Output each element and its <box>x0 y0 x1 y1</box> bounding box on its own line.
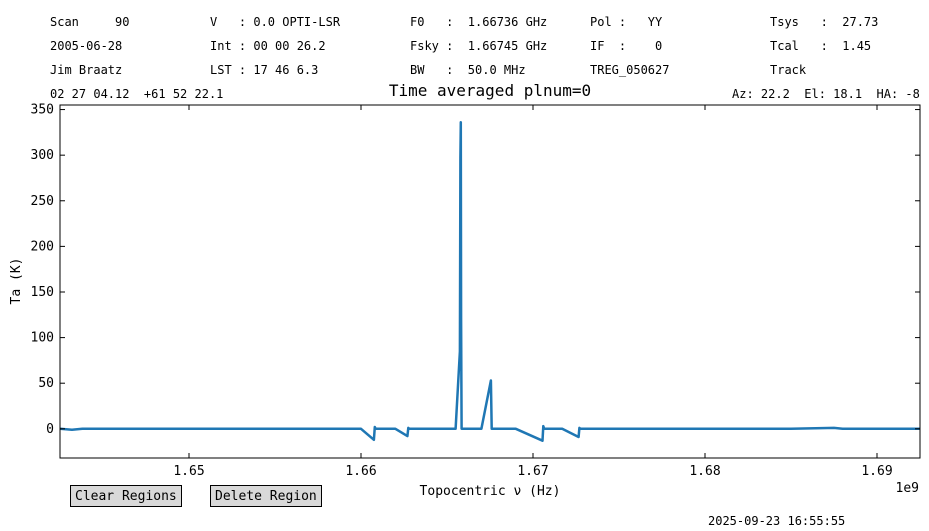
y-tick-label: 0 <box>46 422 54 437</box>
y-tick-label: 300 <box>31 148 54 163</box>
pol-label: Pol : YY <box>590 15 663 29</box>
if-label: IF : 0 <box>590 39 663 53</box>
tcal-label: Tcal : 1.45 <box>770 39 872 53</box>
mode-label: Track <box>770 63 807 77</box>
y-tick-label: 150 <box>31 285 54 300</box>
y-tick-label: 200 <box>31 239 54 254</box>
x-tick-label: 1.69 <box>861 464 892 479</box>
velocity-label: V : 0.0 OPTI-LSR <box>210 15 341 29</box>
y-tick-label: 50 <box>38 376 54 391</box>
y-tick-label: 350 <box>31 103 54 118</box>
x-axis-offset-label: 1e9 <box>896 481 919 496</box>
observer-label: Jim Braatz <box>50 63 123 77</box>
coords-label: 02 27 04.12 +61 52 22.1 <box>50 87 224 101</box>
x-tick-label: 1.68 <box>689 464 720 479</box>
chart-title: Time averaged plnum=0 <box>389 81 591 100</box>
azel-label: Az: 22.2 El: 18.1 HA: -8 <box>732 87 920 101</box>
int-time-label: Int : 00 00 26.2 <box>210 39 326 53</box>
lst-label: LST : 17 46 6.3 <box>210 63 319 77</box>
y-tick-label: 250 <box>31 194 54 209</box>
f0-label: F0 : 1.66736 GHz <box>410 15 548 29</box>
clear-regions-button[interactable]: Clear Regions <box>70 485 182 507</box>
fsky-label: Fsky : 1.66745 GHz <box>410 39 548 53</box>
scan-label: Scan 90 <box>50 15 130 29</box>
proc-label: TREG_050627 <box>590 63 670 77</box>
bw-label: BW : 50.0 MHz <box>410 63 526 77</box>
delete-region-button[interactable]: Delete Region <box>210 485 322 507</box>
tsys-label: Tsys : 27.73 <box>770 15 879 29</box>
x-tick-label: 1.67 <box>517 464 548 479</box>
x-tick-label: 1.66 <box>345 464 376 479</box>
y-axis-label: Ta (K) <box>9 258 24 305</box>
spectrum-series-line <box>59 121 920 442</box>
date-label: 2005-06-28 <box>50 39 123 53</box>
plot-frame <box>59 104 921 459</box>
x-axis-label: Topocentric ν (Hz) <box>420 484 561 499</box>
y-tick-label: 100 <box>31 331 54 346</box>
timestamp: 2025-09-23 16:55:55 <box>708 514 846 528</box>
x-tick-label: 1.65 <box>173 464 204 479</box>
